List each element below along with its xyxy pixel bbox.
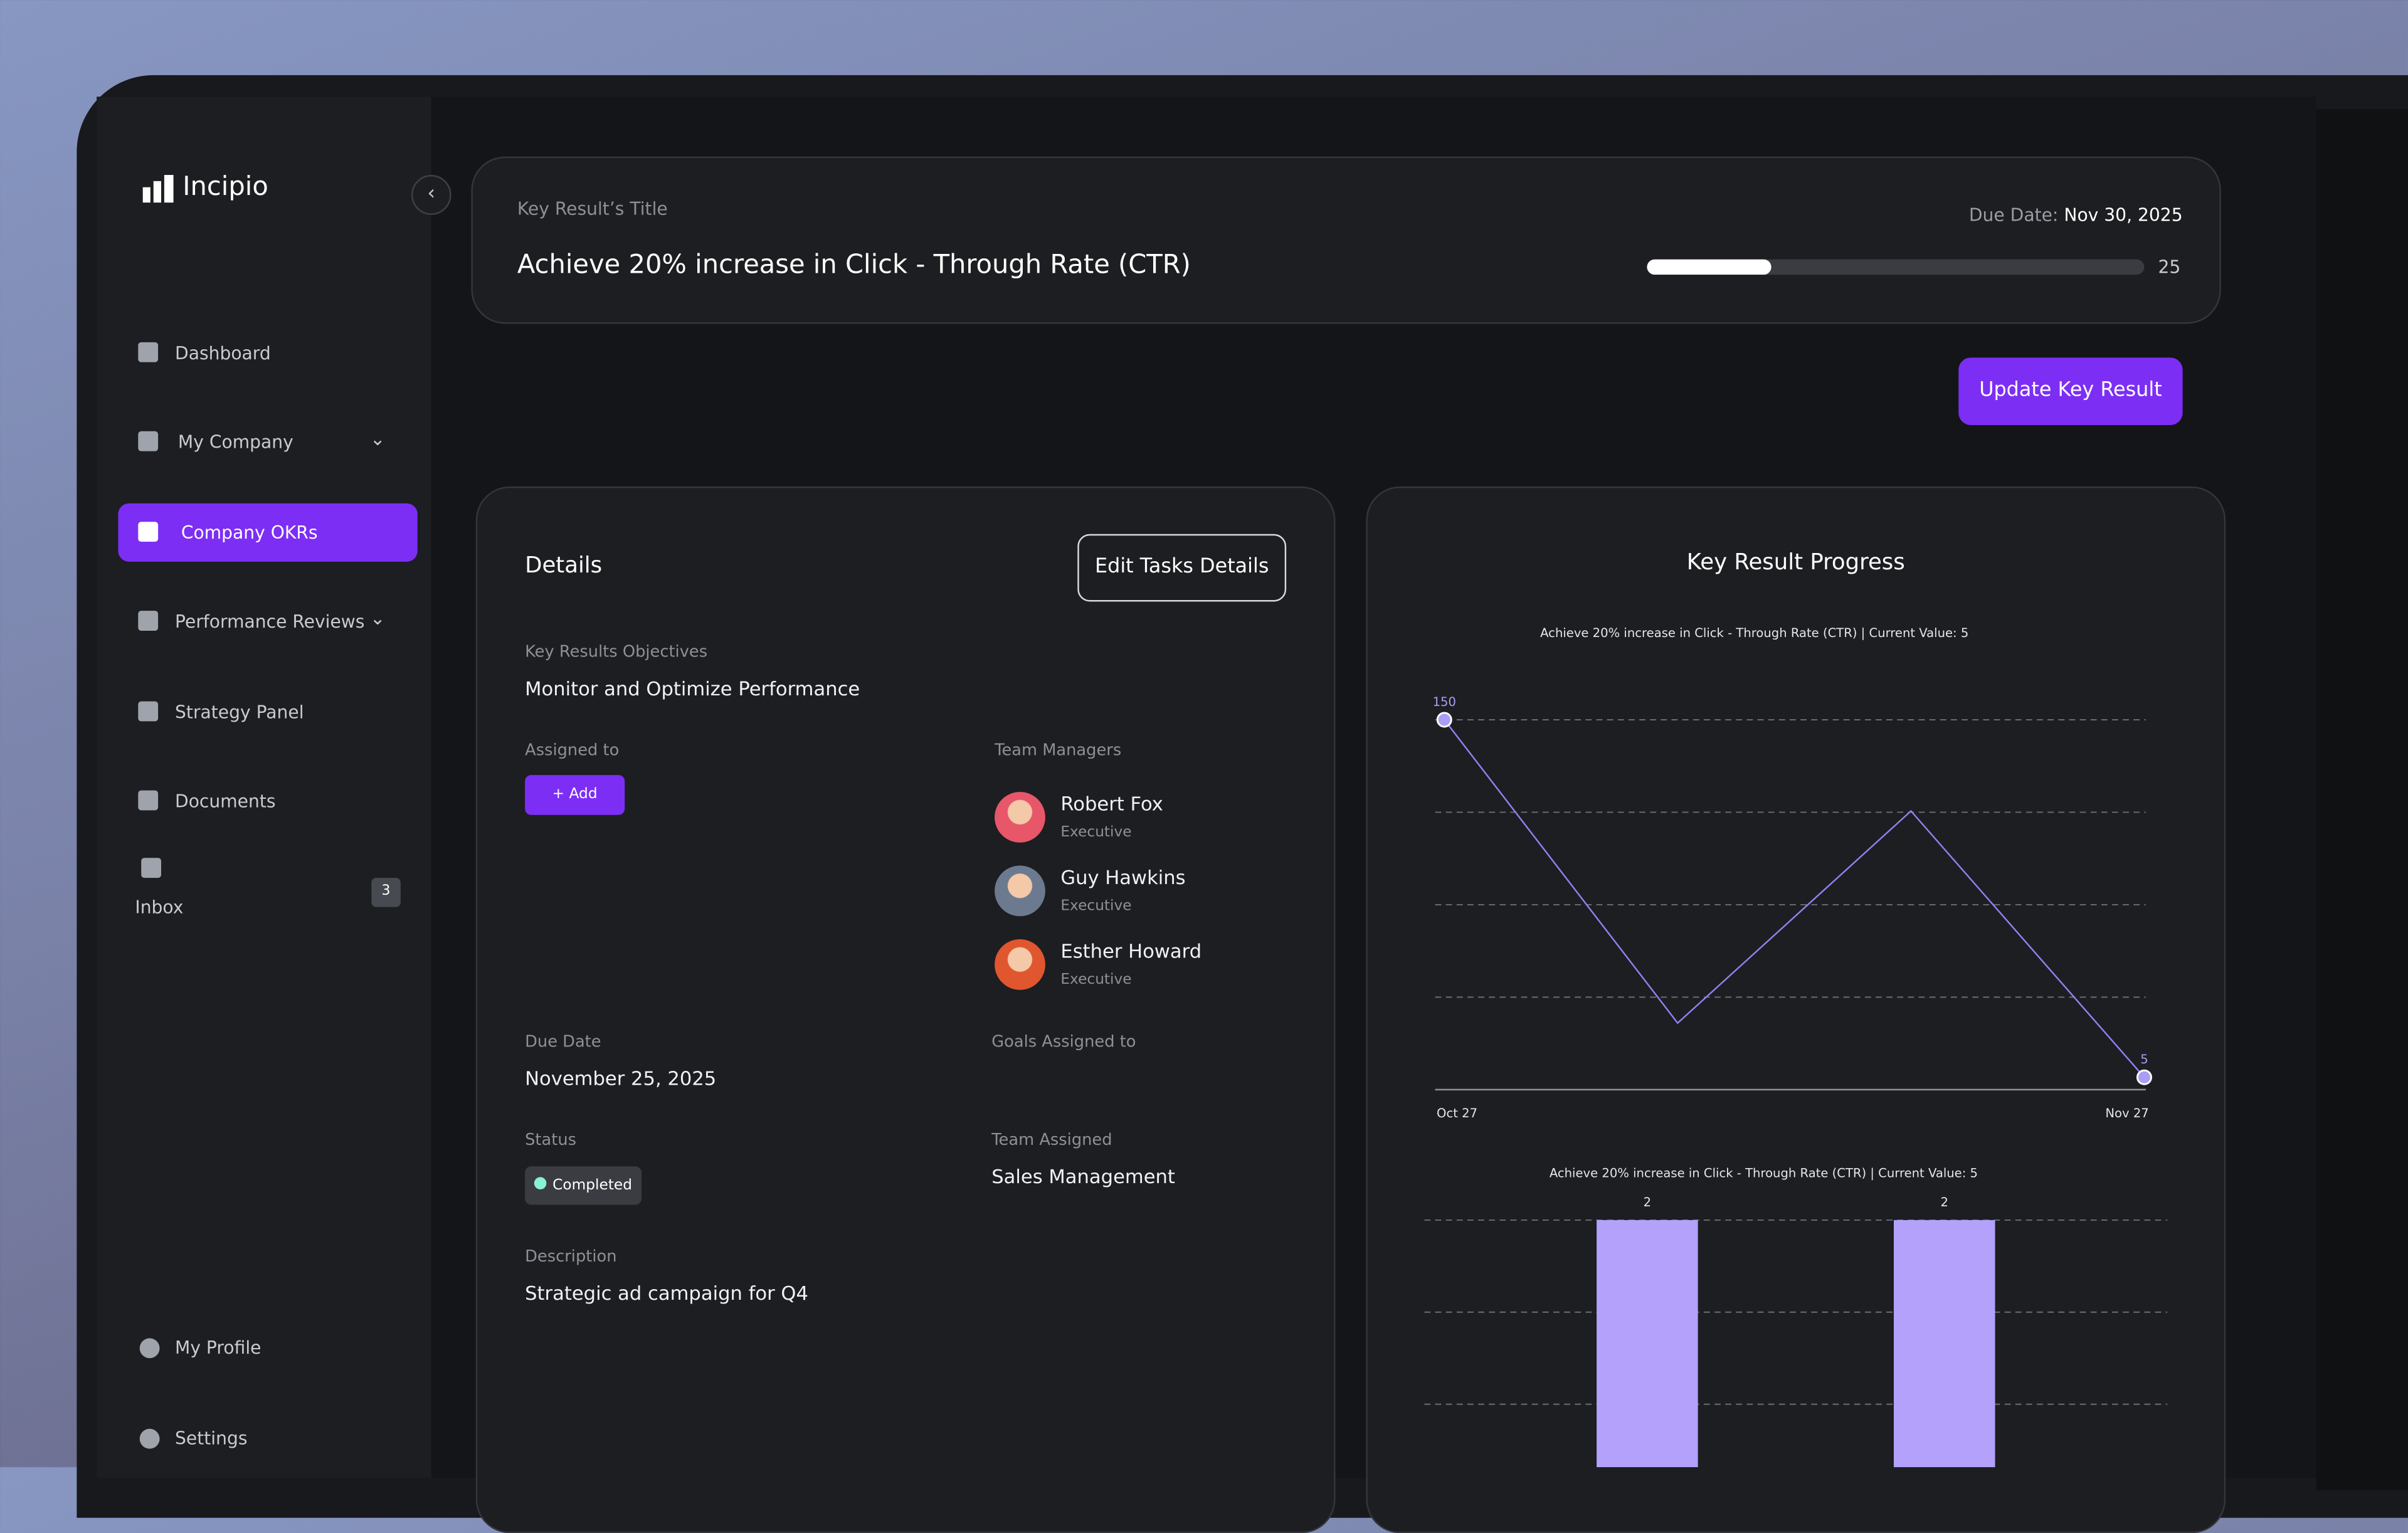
status-dot [534, 1177, 547, 1189]
label: Assigned to [525, 741, 620, 760]
status: Completed [552, 1177, 633, 1194]
value-label: 5 [2140, 1052, 2148, 1067]
nav-item[interactable]: Performance Reviews [175, 611, 365, 633]
header-label: Key Result’s Title [517, 198, 668, 220]
label: Due Date [525, 1033, 601, 1051]
manager-role: Executive [1060, 971, 1132, 989]
nav-item[interactable]: My Profile [175, 1336, 261, 1359]
screen: Incipio ‹ 3 My Profile Settings Key Resu… [77, 75, 2408, 1533]
manager-name: Robert Fox [1060, 792, 1163, 815]
charts: Achieve 20% increase in Click - Through … [1424, 626, 2168, 1468]
value: November 25, 2025 [525, 1067, 717, 1090]
sidebar [97, 97, 431, 1478]
chevron: ⌄ [369, 608, 386, 630]
manager-role: Executive [1060, 897, 1132, 915]
nav-active-bg [118, 503, 418, 562]
value: Monitor and Optimize Performance [525, 677, 860, 700]
x-tick-label: Nov 27 [2105, 1106, 2148, 1120]
point [2136, 1069, 2152, 1085]
nav-item[interactable]: Settings [175, 1427, 248, 1449]
avatar [995, 939, 1045, 990]
icon [138, 522, 159, 542]
label: Goals Assigned to [991, 1033, 1136, 1051]
nav-item[interactable]: Dashboard [175, 342, 271, 364]
due-value: Nov 30, 2025 [2064, 204, 2183, 226]
bar [1597, 1220, 1698, 1468]
due-date: Due Date: Nov 30, 2025 [1969, 204, 2183, 226]
nav-item[interactable]: Company OKRs [181, 522, 318, 544]
value: Sales Management [991, 1164, 1175, 1188]
point [1436, 712, 1452, 728]
label: Team Managers [995, 741, 1122, 760]
progress-track [1647, 259, 2145, 275]
add-button[interactable]: + Add [525, 775, 625, 815]
label: Status [525, 1130, 577, 1150]
label: Team Assigned [991, 1130, 1112, 1150]
icon [139, 1338, 160, 1359]
icon [139, 1428, 160, 1449]
label: Description [525, 1247, 617, 1267]
status-chip: Completed [525, 1166, 642, 1205]
value: Strategic ad campaign for Q4 [525, 1281, 808, 1305]
update-button[interactable]: Update Key Result [1958, 357, 2183, 426]
chevron: ⌄ [369, 428, 386, 450]
inbox-badge: 3 [371, 878, 401, 907]
nav-item[interactable]: My Company [177, 431, 293, 453]
x-tick-label: Oct 27 [1437, 1106, 1477, 1120]
nav-item[interactable]: Strategy Panel [175, 701, 304, 723]
add-label: Add [569, 786, 598, 803]
edit-button[interactable]: Edit Tasks Details [1077, 534, 1287, 602]
due-label: Due Date: [1968, 204, 2059, 226]
progress-card [1366, 486, 2226, 1533]
header-card [471, 156, 2221, 324]
details-heading: Details [525, 554, 603, 579]
avatar [995, 792, 1045, 843]
value-label: 2 [1644, 1195, 1651, 1209]
icon [138, 342, 159, 362]
chart-title: Achieve 20% increase in Click - Through … [1540, 626, 1968, 640]
details-card [475, 486, 1336, 1533]
icon [138, 431, 159, 451]
nav-item[interactable]: Inbox [135, 896, 184, 918]
icon [141, 858, 162, 878]
nav-item[interactable]: Documents [175, 790, 276, 812]
progress-heading: Key Result Progress [1686, 551, 1905, 576]
manager-name: Esther Howard [1060, 939, 1202, 962]
collapse-button[interactable]: ‹ [411, 175, 452, 215]
header-title: Achieve 20% increase in Click - Through … [517, 250, 1191, 281]
label: Key Results Objectives [525, 643, 708, 661]
brand: Incipio [182, 172, 268, 203]
edge [2316, 108, 2408, 1490]
progress-value: 25 [2158, 256, 2181, 278]
logo-icon [142, 175, 174, 203]
bar [1893, 1220, 1995, 1468]
icon [138, 611, 159, 631]
chart-title: Achieve 20% increase in Click - Through … [1550, 1166, 1978, 1180]
value-label: 150 [1433, 695, 1456, 709]
icon [138, 790, 159, 811]
value-label: 2 [1941, 1195, 1948, 1209]
avatar [995, 865, 1045, 917]
manager-role: Executive [1060, 824, 1132, 841]
line [1444, 719, 2145, 1078]
icon [138, 701, 159, 722]
progress-fill [1647, 259, 1772, 275]
manager-name: Guy Hawkins [1060, 865, 1186, 889]
